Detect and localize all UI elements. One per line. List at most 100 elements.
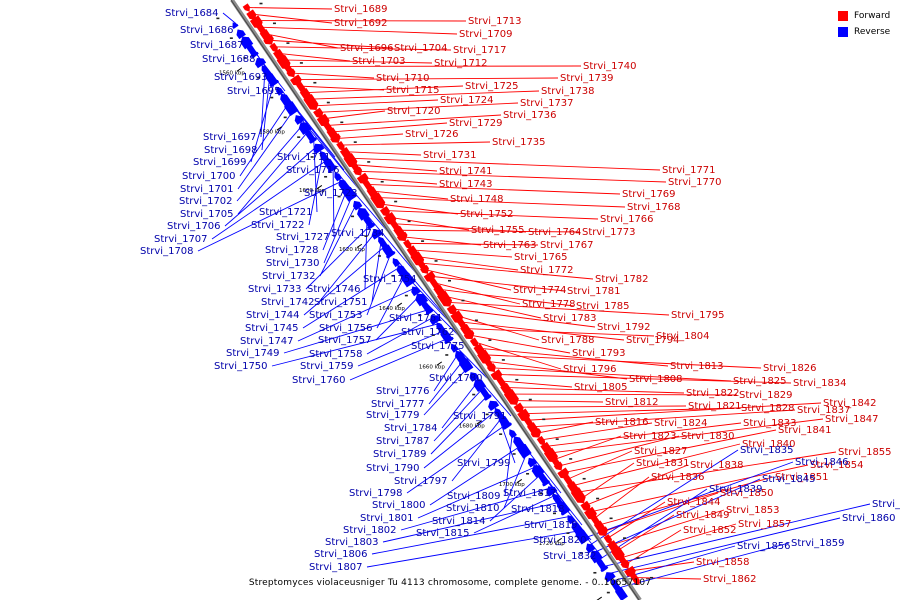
reverse-connector xyxy=(428,358,465,405)
forward-gene-label: Strvi_1826 xyxy=(763,363,817,374)
reverse-gene-label: Strvi_1776 xyxy=(376,386,430,397)
forward-connector xyxy=(322,110,386,120)
reverse-gene-label: Strvi_1815 xyxy=(416,528,470,539)
reverse-connector xyxy=(366,530,581,568)
forward-connector xyxy=(514,400,604,403)
forward-connector xyxy=(371,190,449,200)
forward-gene-arrow xyxy=(490,369,503,381)
scale-tick xyxy=(276,126,283,131)
forward-gene-arrow xyxy=(423,270,436,282)
forward-connector xyxy=(465,328,655,337)
forward-connector xyxy=(620,523,737,559)
reverse-gene-arrow xyxy=(371,229,383,240)
reverse-connector xyxy=(349,337,450,381)
forward-connector xyxy=(531,409,796,428)
forward-connector xyxy=(429,275,566,292)
reverse-gene-label: Strvi_1820 xyxy=(533,535,587,546)
reverse-gene-label: Strvi_1695 xyxy=(227,86,281,97)
reverse-connector xyxy=(429,444,523,506)
reverse-gene-label: Strvi_1846 xyxy=(795,457,849,468)
reverse-gene-label: Strvi_1697 xyxy=(203,132,257,143)
reverse-gene-label: Strvi_1744 xyxy=(246,310,300,321)
forward-connector xyxy=(527,402,822,421)
forward-gene-label: Strvi_1858 xyxy=(696,557,750,568)
reverse-gene-arrow xyxy=(367,222,376,230)
reverse-gene-arrow xyxy=(450,343,459,353)
reverse-connector xyxy=(585,461,794,539)
forward-connector xyxy=(442,295,542,319)
forward-gene-arrow xyxy=(403,239,412,250)
forward-gene-label: Strvi_1768 xyxy=(627,202,681,213)
reverse-gene-label: Strvi_1810 xyxy=(446,503,500,514)
reverse-connector xyxy=(237,109,295,190)
forward-connector xyxy=(580,462,635,500)
reverse-gene-label: Strvi_1860 xyxy=(842,513,896,524)
forward-connector xyxy=(509,393,738,396)
scale-tick-label: 1720 kbp xyxy=(539,541,565,547)
reverse-gene-arrow xyxy=(444,336,454,345)
axis-marker xyxy=(297,136,301,138)
reverse-gene-arrow xyxy=(236,29,246,40)
reverse-gene-label: Strvi_1747 xyxy=(240,336,294,347)
forward-connector xyxy=(438,288,575,307)
reverse-gene-label: Strvi_1817 xyxy=(503,488,557,499)
forward-gene-arrow xyxy=(286,68,296,78)
axis-marker xyxy=(458,373,462,376)
reverse-gene-label: Strvi_1754 xyxy=(363,274,417,285)
forward-gene-arrow xyxy=(396,231,408,242)
forward-connector xyxy=(264,33,339,49)
forward-connector xyxy=(505,387,685,394)
forward-gene-arrow xyxy=(269,42,278,53)
forward-gene-label: Strvi_1794 xyxy=(626,335,680,346)
reverse-gene-arrow xyxy=(581,536,589,544)
reverse-gene-label: Strvi_1861 xyxy=(872,499,900,510)
forward-connector xyxy=(487,360,628,380)
reverse-gene-label: Strvi_1700 xyxy=(182,171,236,182)
axis-marker xyxy=(448,279,452,282)
forward-gene-label: Strvi_1828 xyxy=(741,403,795,414)
axis-marker xyxy=(313,81,317,84)
forward-gene-label: Strvi_1724 xyxy=(440,95,494,106)
forward-gene-label: Strvi_1793 xyxy=(572,348,626,359)
forward-gene-label: Strvi_1812 xyxy=(605,397,659,408)
reverse-connector xyxy=(357,330,445,367)
axis-marker xyxy=(499,433,503,435)
forward-gene-arrow xyxy=(624,565,636,577)
reverse-gene-label: Strvi_1699 xyxy=(193,157,247,168)
forward-gene-label: Strvi_1824 xyxy=(654,418,708,429)
reverse-gene-label: Strvi_1753 xyxy=(309,310,363,321)
forward-gene-label: Strvi_1842 xyxy=(823,398,877,409)
forward-connector xyxy=(335,133,404,139)
reverse-gene-label: Strvi_1790 xyxy=(366,463,420,474)
reverse-gene-label: Strvi_1814 xyxy=(432,516,486,527)
forward-connector xyxy=(380,203,459,215)
reverse-gene-arrow xyxy=(527,457,538,468)
axis-marker xyxy=(579,552,583,554)
reverse-gene-label: Strvi_1733 xyxy=(248,284,302,295)
reverse-gene-arrow xyxy=(615,586,628,600)
scale-tick-label: 1700 kbp xyxy=(499,482,525,488)
forward-connector xyxy=(482,354,762,369)
legend: Forward Reverse xyxy=(838,8,890,40)
forward-connector xyxy=(451,308,596,328)
forward-gene-label: Strvi_1717 xyxy=(453,45,507,56)
axis-marker xyxy=(299,62,303,64)
axis-marker xyxy=(569,458,573,460)
forward-gene-label: Strvi_1755 xyxy=(471,225,525,236)
reverse-gene-label: Strvi_1859 xyxy=(791,538,845,549)
forward-gene-arrow xyxy=(336,141,345,151)
reverse-connector xyxy=(305,223,373,290)
forward-connector xyxy=(567,450,633,480)
forward-gene-label: Strvi_1709 xyxy=(459,29,513,40)
forward-gene-label: Strvi_1772 xyxy=(520,265,574,276)
reverse-connector xyxy=(417,465,538,519)
axis-marker xyxy=(377,255,381,257)
forward-gene-label: Strvi_1833 xyxy=(743,418,797,429)
axis-marker xyxy=(391,274,395,277)
reverse-gene-arrow xyxy=(586,543,596,554)
reverse-gene-arrow xyxy=(411,286,421,297)
forward-connector xyxy=(269,39,393,49)
forward-connector xyxy=(362,177,438,185)
reverse-gene-label: Strvi_1702 xyxy=(179,196,233,207)
forward-gene-label: Strvi_1726 xyxy=(405,129,459,140)
